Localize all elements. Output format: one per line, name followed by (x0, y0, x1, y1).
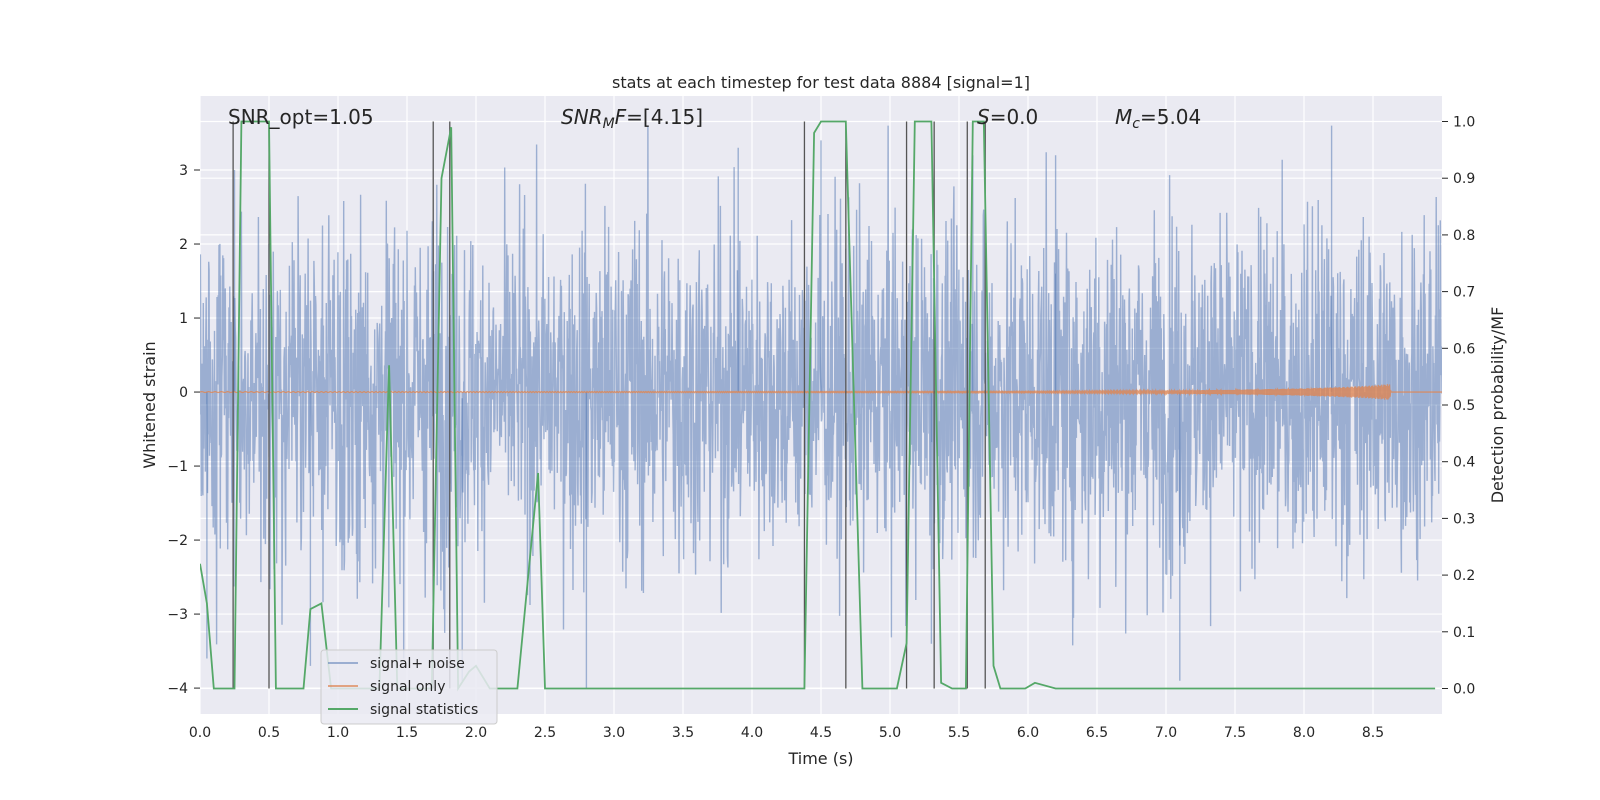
x-tick-label: 7.5 (1224, 725, 1246, 741)
y-tick-label: −1 (167, 459, 188, 475)
x-tick-label: 0.0 (189, 725, 211, 741)
y-tick-label: 3 (179, 163, 188, 179)
legend-label-signal-noise: signal+ noise (370, 656, 465, 672)
x-tick-label: 3.0 (603, 725, 625, 741)
snr-mf-sub: M (603, 116, 615, 132)
x-tick-label: 3.5 (672, 725, 694, 741)
y2-tick-labels: 0.0 0.1 0.2 0.3 0.4 0.5 0.6 0.7 0.8 0.9 1.0 (1442, 115, 1475, 697)
mc-label: M (1115, 105, 1132, 129)
annotation-snr-mf: SNRMF=[4.15] (561, 105, 703, 132)
x-tick-label: 5.0 (879, 725, 901, 741)
y2-tick-label: 0.1 (1453, 625, 1475, 641)
legend-label-signal-statistics: signal statistics (370, 702, 478, 718)
y2-tick-label: 0.5 (1453, 398, 1475, 414)
y-tick-label: −2 (167, 533, 188, 549)
x-tick-label: 4.0 (741, 725, 763, 741)
x-tick-label: 4.5 (810, 725, 832, 741)
x-tick-label: 8.5 (1362, 725, 1384, 741)
annotation-mc: Mc=5.04 (1115, 105, 1201, 132)
x-tick-label: 2.0 (465, 725, 487, 741)
s-label: S (977, 105, 990, 129)
x-tick-label: 0.5 (258, 725, 280, 741)
chart-title: stats at each timestep for test data 888… (612, 73, 1030, 92)
y-tick-label: 2 (179, 237, 188, 253)
x-tick-label: 1.0 (327, 725, 349, 741)
signal-statistics-series (200, 120, 1436, 692)
snr-mf-value: =[4.15] (626, 105, 703, 129)
annotation-s: S=0.0 (977, 105, 1038, 129)
y2-tick-label: 0.6 (1453, 341, 1475, 357)
signal-statistics-line (200, 120, 1436, 692)
snr-mf-f: F (615, 105, 627, 129)
x-axis-label: Time (s) (787, 749, 853, 768)
snr-mf-label: SNR (561, 105, 603, 129)
s-value: =0.0 (990, 105, 1039, 129)
mc-sub: c (1132, 116, 1140, 132)
y2-tick-label: 0.7 (1453, 285, 1475, 301)
mc-value: =5.04 (1140, 105, 1201, 129)
signal-noise-series (200, 125, 1442, 689)
x-tick-labels: 0.0 0.5 1.0 1.5 2.0 2.5 3.0 3.5 4.0 4.5 5.0 5.5 6.0 6… (189, 725, 1384, 741)
x-tick-label: 8.0 (1293, 725, 1315, 741)
y-axis-label: Whitened strain (140, 341, 159, 468)
x-tick-label: 1.5 (396, 725, 418, 741)
y-tick-label: 0 (179, 385, 188, 401)
y2-tick-label: 0.0 (1453, 681, 1475, 697)
y-tick-labels: −4 −3 −2 −1 0 1 2 3 (167, 163, 200, 697)
annotation-snr-opt: SNR_opt=1.05 (228, 105, 374, 129)
y-tick-label: −3 (167, 607, 188, 623)
x-tick-label: 6.5 (1086, 725, 1108, 741)
x-tick-label: 6.0 (1017, 725, 1039, 741)
y2-tick-label: 1.0 (1453, 115, 1475, 131)
legend-box (320, 649, 498, 725)
y2-axis-label: Detection probability/MF (1488, 307, 1507, 504)
y2-tick-label: 0.8 (1453, 228, 1475, 244)
y2-tick-label: 0.4 (1453, 455, 1475, 471)
legend: signal+ noise signal only signal statist… (320, 649, 498, 725)
y2-tick-label: 0.2 (1453, 568, 1475, 584)
y-tick-label: −4 (167, 681, 188, 697)
x-tick-label: 5.5 (948, 725, 970, 741)
x-tick-label: 7.0 (1155, 725, 1177, 741)
signal-only-line (200, 384, 1442, 400)
y-tick-label: 1 (179, 311, 188, 327)
x-tick-label: 2.5 (534, 725, 556, 741)
y2-tick-label: 0.9 (1453, 171, 1475, 187)
y2-tick-label: 0.3 (1453, 511, 1475, 527)
legend-label-signal-only: signal only (370, 679, 445, 695)
signal-only-series (200, 384, 1442, 400)
